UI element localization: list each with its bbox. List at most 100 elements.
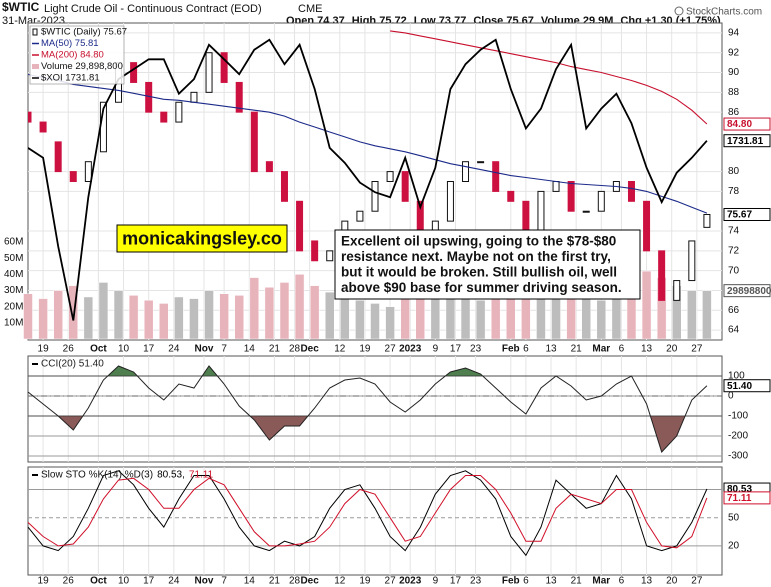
- x-tick-label: 26: [63, 344, 75, 355]
- volume-bar: [38, 298, 48, 340]
- watermark-box: [116, 224, 288, 253]
- volume-tick-label: 60M: [4, 237, 23, 248]
- candle-body: [205, 52, 213, 93]
- panel-frame: [27, 466, 723, 576]
- x-tick-label: 13: [545, 576, 557, 587]
- legend-box: [29, 25, 125, 85]
- x-tick-label: 2023: [399, 344, 422, 355]
- x-tick-label: Nov: [195, 344, 214, 355]
- x-tick-label: 17: [143, 576, 155, 587]
- value-tag: [723, 117, 771, 131]
- x-tick-label: 19: [359, 344, 371, 355]
- value-tag: [723, 284, 771, 298]
- volume-bar: [370, 303, 380, 340]
- volume-bar: [490, 295, 501, 340]
- candle-body: [567, 181, 575, 212]
- y-tick-label: 64: [728, 325, 740, 336]
- value-tag-label: 75.67: [727, 210, 752, 221]
- volume-bar: [385, 306, 395, 340]
- x-tick-label: 19: [38, 344, 50, 355]
- candle-body: [54, 141, 62, 173]
- volume-tick-label: 20M: [4, 301, 23, 312]
- candle-body: [446, 181, 454, 222]
- volume-bar: [611, 296, 622, 340]
- y-tick-label: 74: [728, 226, 740, 237]
- y-tick-label: 80: [728, 166, 740, 177]
- y-tick-label: 50: [728, 512, 740, 523]
- volume-bar: [596, 299, 607, 340]
- candle-body: [326, 250, 334, 262]
- legend-title: Slow STO %K(14) %D(3): [41, 470, 153, 481]
- volume-bar: [204, 290, 214, 340]
- indicator-line: [27, 365, 708, 453]
- watermark: monicakingsley.co: [122, 228, 282, 248]
- candle-body: [522, 200, 530, 232]
- x-tick-label: Mar: [592, 344, 610, 355]
- x-tick-label: 28: [289, 576, 301, 587]
- source-icon: [674, 6, 684, 16]
- x-tick-label: 24: [168, 576, 180, 587]
- annotation-line: Excellent oil upswing, going to the $78-…: [341, 234, 616, 249]
- candle-body: [28, 111, 32, 123]
- x-tick-label: 7: [221, 576, 227, 587]
- source: StockCharts.com: [686, 7, 762, 18]
- volume-bar: [445, 298, 456, 340]
- xoi-line: [28, 38, 708, 321]
- volume-bar: [143, 299, 154, 340]
- x-tick-label: Feb: [502, 344, 520, 355]
- x-tick-label: Dec: [300, 576, 319, 587]
- subtitle: Light Crude Oil - Continuous Contract (E…: [44, 3, 262, 15]
- volume-bar: [340, 296, 350, 340]
- volume-bar: [702, 290, 712, 340]
- y-tick-label: 70: [728, 265, 740, 276]
- volume-bar: [536, 296, 546, 340]
- y-tick-label: 100: [728, 371, 745, 382]
- volume-bar: [309, 285, 320, 340]
- value-tag: [723, 134, 771, 148]
- candle-body: [39, 121, 47, 133]
- x-tick-label: 17: [143, 344, 155, 355]
- volume-bar: [219, 293, 229, 340]
- x-tick-label: 20: [666, 576, 678, 587]
- value-tag-label: 51.40: [727, 381, 752, 392]
- value-tag-label: 1731.81: [727, 136, 764, 147]
- candle-body: [537, 190, 545, 232]
- x-tick-label: 6: [523, 344, 529, 355]
- volume-bar: [83, 296, 94, 340]
- y-tick-label: 20: [728, 541, 740, 552]
- y-tick-label: 92: [728, 47, 740, 58]
- candle-body: [673, 280, 681, 301]
- x-tick-label: 6: [619, 576, 625, 587]
- candle-body: [190, 91, 198, 103]
- candle-body: [371, 181, 379, 212]
- volume-bar: [566, 295, 576, 340]
- candle-body: [311, 240, 319, 262]
- volume-bar: [460, 296, 471, 340]
- x-tick-label: Mar: [592, 576, 610, 587]
- volume-bar: [324, 291, 335, 340]
- value-tag-label: 80.53: [727, 484, 752, 495]
- x-tick-label: 2023: [399, 576, 422, 587]
- volume-bar: [279, 282, 290, 340]
- candle-body: [84, 161, 92, 182]
- candle-body: [477, 161, 485, 164]
- x-tick-label: 19: [38, 576, 50, 587]
- x-tick-label: 14: [244, 576, 256, 587]
- volume-tick-label: 10M: [4, 317, 23, 328]
- candle-body: [235, 81, 243, 113]
- volume-bar: [174, 296, 184, 340]
- volume-bar: [189, 298, 199, 340]
- x-tick-label: 21: [571, 344, 583, 355]
- candle-body: [386, 171, 394, 182]
- volume-bar: [234, 295, 244, 340]
- x-tick-label: Nov: [195, 576, 214, 587]
- x-tick-label: 14: [244, 344, 256, 355]
- x-tick-label: Dec: [300, 344, 319, 355]
- x-tick-label: 12: [334, 344, 346, 355]
- legend-label: MA(50) 75.81: [41, 38, 99, 49]
- volume-tick-label: 40M: [4, 269, 23, 280]
- value-tag: [723, 379, 771, 393]
- candle-body: [401, 171, 409, 202]
- x-tick-label: 19: [359, 576, 371, 587]
- x-tick-label: 17: [450, 344, 462, 355]
